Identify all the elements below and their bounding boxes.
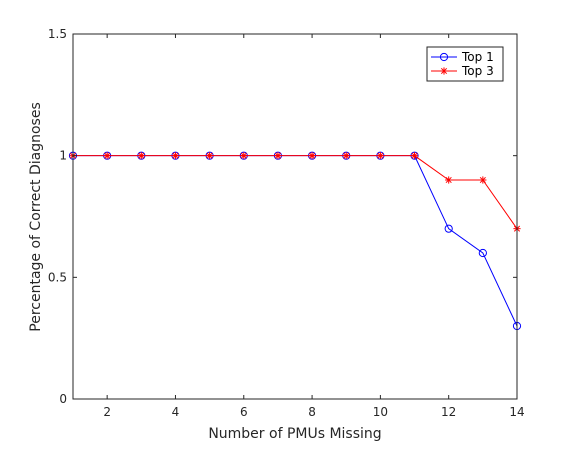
data-point-top-3: [240, 152, 248, 160]
data-point-top-3: [445, 176, 453, 184]
y-tick-label: 1: [59, 149, 67, 163]
data-point-top-1: [444, 224, 453, 233]
x-tick-label: 12: [441, 405, 456, 419]
x-tick-label: 14: [509, 405, 524, 419]
x-tick-label: 8: [308, 405, 316, 419]
data-point-top-1: [478, 248, 487, 258]
x-tick-label: 2: [103, 405, 111, 419]
data-point-top-3: [376, 152, 384, 160]
x-axis-label: Number of PMUs Missing: [208, 426, 381, 442]
series-layer: [68, 151, 522, 331]
series-line-top-3: [73, 155, 518, 229]
ticks-layer: 2 4 6 8 10 12 14 0 0.5 1 1.5: [48, 27, 525, 419]
data-point-top-3: [479, 176, 487, 184]
x-tick-label: 10: [373, 405, 388, 419]
legend-label-top-1: Top 1: [461, 50, 494, 64]
legend-marker-top-1: [439, 52, 449, 62]
legend-marker-top-3: [440, 67, 448, 75]
axes-box: [72, 33, 518, 400]
y-tick-label: 1.5: [48, 27, 67, 41]
data-point-top-3: [410, 152, 419, 160]
legend-label-top-3: Top 3: [461, 64, 494, 78]
data-point-top-3: [308, 152, 316, 160]
y-tick-label: 0.5: [48, 270, 67, 284]
y-axis-label: Percentage of Correct Diagnoses: [28, 102, 44, 331]
y-tick-label: 0: [59, 392, 67, 406]
data-point-top-3: [137, 152, 145, 160]
plot-area: [73, 34, 517, 399]
x-tick-label: 6: [240, 405, 248, 419]
data-point-top-3: [206, 152, 214, 160]
data-point-top-3: [171, 152, 180, 160]
data-point-top-3: [103, 152, 111, 160]
data-point-top-3: [342, 152, 350, 160]
data-point-top-3: [274, 152, 282, 160]
legend-box: [426, 46, 504, 82]
x-tick-label: 4: [172, 405, 180, 419]
